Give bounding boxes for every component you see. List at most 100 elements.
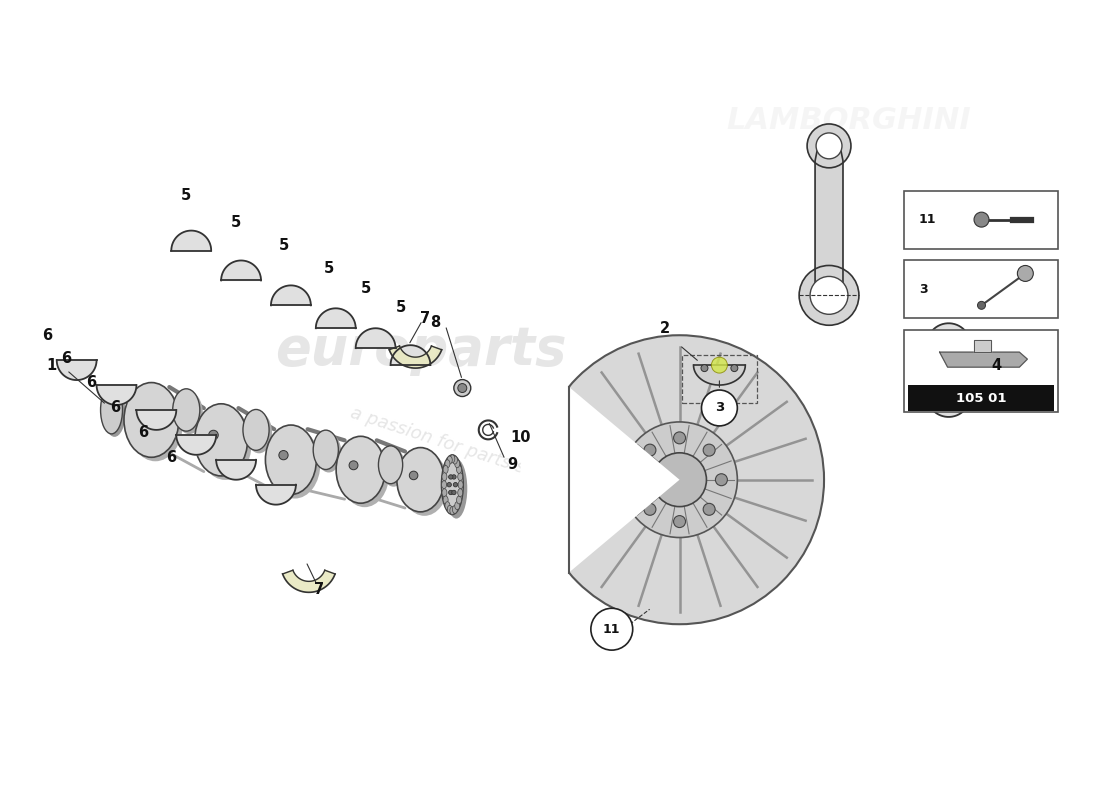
Text: 5: 5 [395, 300, 406, 315]
Ellipse shape [456, 496, 462, 504]
Circle shape [447, 482, 451, 487]
Circle shape [453, 482, 458, 487]
Polygon shape [693, 365, 746, 385]
Ellipse shape [442, 489, 447, 497]
Ellipse shape [441, 481, 447, 489]
Ellipse shape [443, 496, 448, 504]
Circle shape [978, 302, 986, 310]
Text: 6: 6 [139, 426, 148, 440]
Text: 3: 3 [918, 283, 927, 296]
Ellipse shape [446, 502, 450, 510]
Polygon shape [271, 286, 311, 306]
Ellipse shape [195, 404, 248, 476]
Circle shape [631, 474, 644, 486]
Text: LAMBORGHINI: LAMBORGHINI [727, 106, 971, 135]
Polygon shape [283, 570, 336, 592]
Circle shape [279, 450, 288, 460]
Ellipse shape [378, 446, 403, 484]
Ellipse shape [452, 456, 458, 464]
Circle shape [409, 471, 418, 480]
Circle shape [715, 474, 727, 486]
Text: 5: 5 [323, 261, 334, 276]
Text: 9: 9 [507, 458, 517, 472]
Text: europarts: europarts [275, 324, 566, 376]
Ellipse shape [443, 466, 448, 474]
Ellipse shape [199, 408, 252, 480]
Circle shape [701, 365, 708, 371]
Text: 11: 11 [603, 622, 620, 636]
Ellipse shape [246, 413, 272, 454]
Ellipse shape [441, 455, 463, 514]
Ellipse shape [458, 481, 463, 489]
Ellipse shape [270, 429, 320, 498]
Text: 6: 6 [110, 401, 121, 415]
Ellipse shape [454, 502, 460, 510]
Circle shape [703, 503, 715, 515]
Ellipse shape [265, 425, 317, 494]
Text: 4: 4 [991, 358, 1001, 373]
Polygon shape [57, 360, 97, 380]
Wedge shape [520, 378, 680, 582]
Circle shape [209, 430, 218, 440]
Ellipse shape [340, 440, 389, 507]
Circle shape [807, 124, 851, 168]
Circle shape [1018, 266, 1033, 282]
Ellipse shape [124, 382, 179, 458]
Text: 1: 1 [46, 358, 57, 373]
Ellipse shape [448, 506, 452, 514]
Polygon shape [355, 328, 396, 348]
Ellipse shape [397, 447, 444, 512]
Circle shape [799, 266, 859, 326]
FancyBboxPatch shape [904, 261, 1058, 318]
Circle shape [810, 277, 848, 314]
Polygon shape [974, 340, 991, 352]
Ellipse shape [316, 433, 341, 473]
Text: 8: 8 [430, 314, 440, 330]
Text: 6: 6 [87, 374, 97, 390]
Ellipse shape [454, 460, 460, 468]
Circle shape [712, 357, 727, 373]
Polygon shape [176, 435, 217, 455]
Text: 5: 5 [231, 215, 241, 230]
Ellipse shape [128, 386, 183, 462]
Ellipse shape [450, 455, 454, 462]
Circle shape [449, 490, 453, 494]
Circle shape [349, 461, 358, 470]
Circle shape [644, 444, 656, 456]
Circle shape [621, 422, 737, 538]
Circle shape [730, 365, 738, 371]
Ellipse shape [458, 489, 463, 497]
Ellipse shape [450, 506, 454, 514]
Polygon shape [97, 385, 136, 405]
Circle shape [816, 133, 842, 159]
Ellipse shape [243, 410, 270, 450]
Ellipse shape [452, 506, 458, 514]
Text: 5: 5 [182, 188, 191, 203]
Circle shape [673, 432, 685, 444]
Polygon shape [217, 460, 256, 480]
Circle shape [591, 608, 632, 650]
Polygon shape [256, 485, 296, 505]
Circle shape [452, 474, 456, 479]
Text: 10: 10 [510, 430, 530, 446]
Text: 6: 6 [42, 328, 52, 342]
Text: 3: 3 [715, 402, 724, 414]
Ellipse shape [173, 389, 200, 431]
Polygon shape [815, 146, 843, 300]
Circle shape [139, 410, 148, 420]
Circle shape [974, 212, 989, 227]
Polygon shape [221, 261, 261, 281]
Ellipse shape [103, 389, 125, 437]
FancyBboxPatch shape [904, 190, 1058, 249]
Text: 7: 7 [420, 310, 430, 326]
Circle shape [535, 335, 824, 624]
Text: 5: 5 [278, 238, 289, 253]
Polygon shape [172, 230, 211, 250]
Ellipse shape [314, 430, 339, 470]
Text: 7: 7 [314, 582, 323, 597]
Ellipse shape [400, 451, 448, 516]
FancyBboxPatch shape [904, 330, 1058, 412]
Ellipse shape [100, 386, 122, 434]
Circle shape [703, 444, 715, 456]
Text: 6: 6 [166, 450, 176, 466]
